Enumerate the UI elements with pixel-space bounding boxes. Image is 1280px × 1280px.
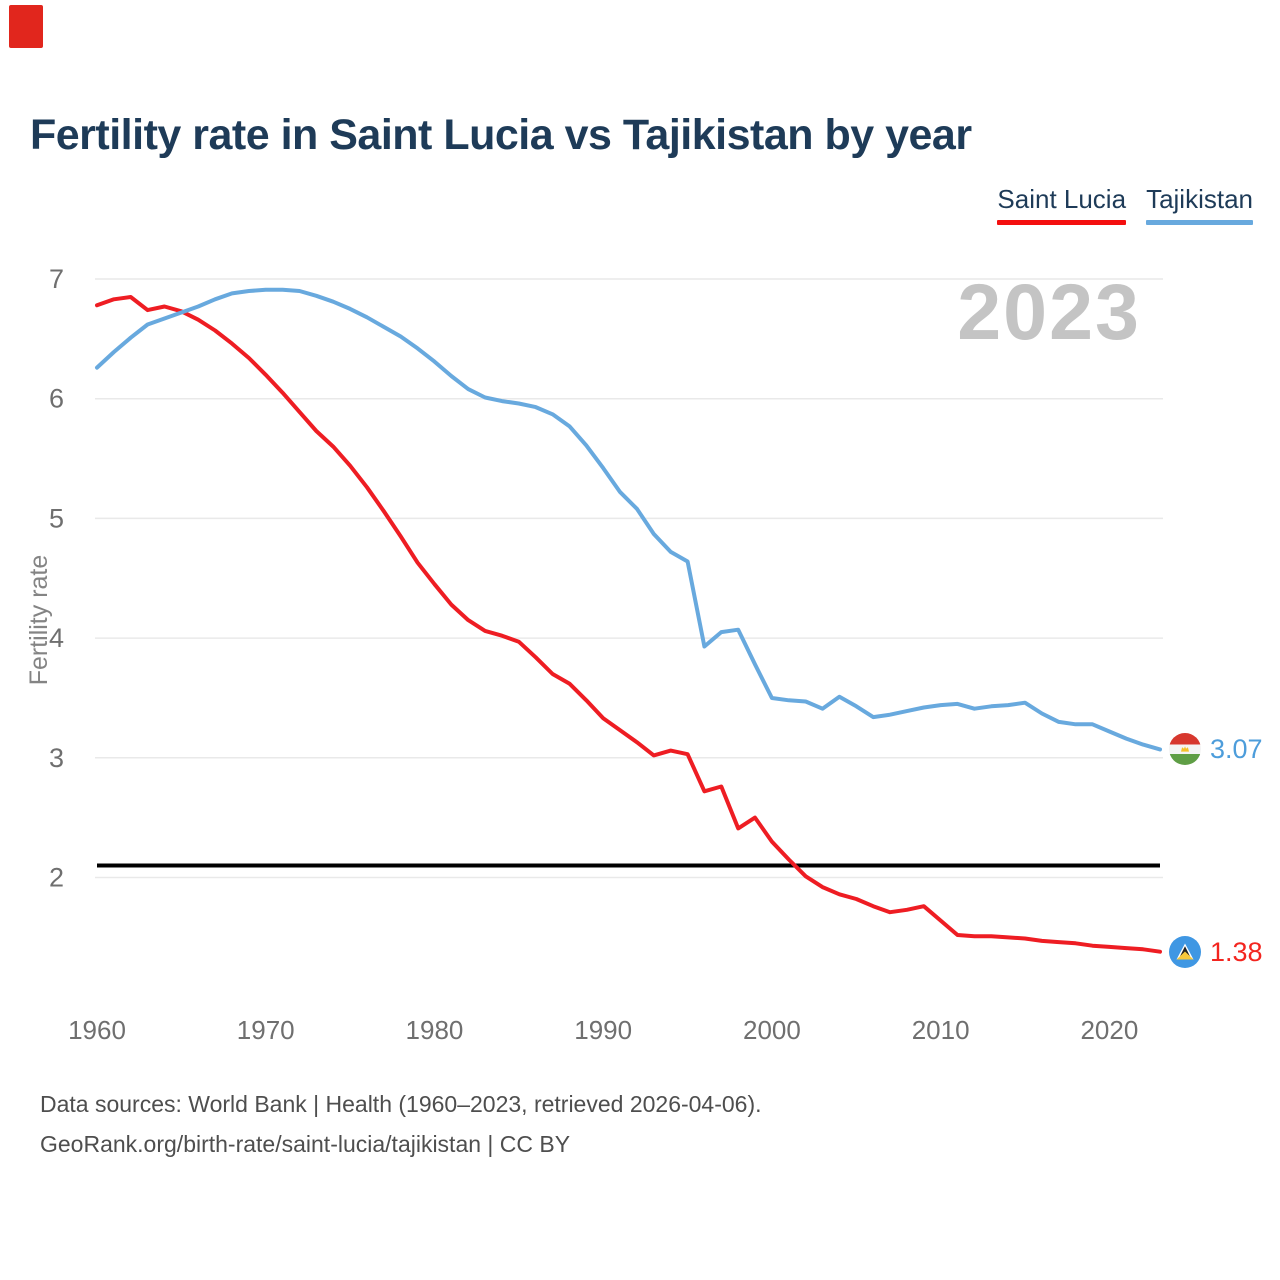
y-tick-label: 4 (49, 623, 64, 653)
end-value-saint-lucia: 1.38 (1210, 936, 1263, 967)
x-tick-label: 1980 (406, 1015, 464, 1045)
end-label-saint-lucia: 1.38 (1169, 936, 1263, 968)
series-lines (95, 287, 1162, 954)
x-tick-labels: 1960 1970 1980 1990 2000 2010 2020 (68, 1015, 1138, 1045)
x-tick-label: 2000 (743, 1015, 801, 1045)
saint-lucia-flag-icon (1169, 936, 1201, 968)
gridlines (95, 278, 1163, 879)
chart-title: Fertility rate in Saint Lucia vs Tajikis… (30, 111, 972, 159)
y-tick-label: 2 (49, 863, 64, 893)
legend: Saint Lucia Tajikistan (997, 184, 1253, 225)
legend-label-tajikistan: Tajikistan (1146, 184, 1253, 214)
x-tick-label: 2020 (1080, 1015, 1138, 1045)
red-corner-marker (9, 5, 43, 48)
legend-underline-saint-lucia (997, 220, 1127, 225)
x-tick-label: 1990 (574, 1015, 632, 1045)
y-tick-label: 6 (49, 384, 64, 414)
saint-lucia-line[interactable] (95, 295, 1162, 954)
end-label-tajikistan: 3.07 (1169, 733, 1263, 765)
footer-sources: Data sources: World Bank | Health (1960–… (40, 1091, 762, 1117)
x-tick-label: 1970 (237, 1015, 295, 1045)
legend-item-tajikistan[interactable]: Tajikistan (1146, 184, 1253, 225)
tajikistan-line[interactable] (95, 287, 1162, 752)
year-watermark: 2023 (957, 267, 1141, 356)
legend-underline-tajikistan (1146, 220, 1253, 225)
x-tick-label: 1960 (68, 1015, 126, 1045)
footer-attribution: GeoRank.org/birth-rate/saint-lucia/tajik… (40, 1131, 571, 1157)
y-tick-label: 3 (49, 743, 64, 773)
end-value-tajikistan: 3.07 (1210, 733, 1263, 764)
tajikistan-flag-icon (1169, 733, 1201, 765)
x-tick-label: 2010 (912, 1015, 970, 1045)
legend-label-saint-lucia: Saint Lucia (997, 184, 1127, 214)
legend-item-saint-lucia[interactable]: Saint Lucia (997, 184, 1127, 225)
y-tick-labels: 7 6 5 4 3 2 (49, 264, 64, 893)
y-axis-title: Fertility rate (25, 555, 53, 686)
y-tick-label: 7 (49, 264, 64, 294)
y-tick-label: 5 (49, 503, 64, 533)
footer: Data sources: World Bank | Health (1960–… (40, 1084, 762, 1164)
